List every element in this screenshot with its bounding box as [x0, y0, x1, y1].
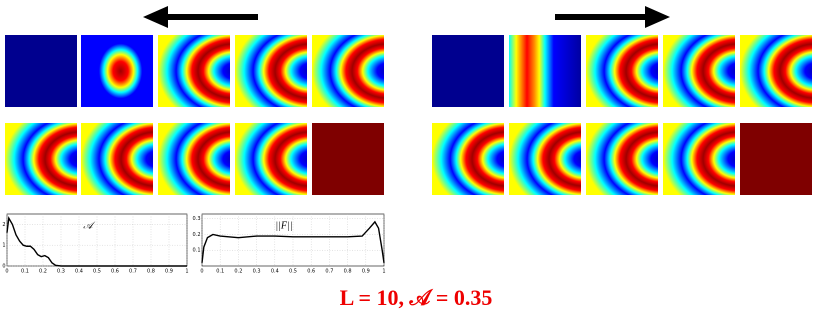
arrow-left	[143, 6, 258, 28]
line-chart: 0 0.1 0.2 0.3 0.4 0.5 0.6 0.7 0.8 0.9 1 0.1 0.2 0.3 ||…	[193, 213, 386, 275]
x-tick-label: 0.9	[362, 269, 370, 275]
x-tick-label: 0.5	[93, 269, 101, 275]
image-panel	[740, 123, 812, 195]
caption: L = 10, 𝒜 = 0.35	[340, 285, 493, 310]
data-line	[201, 220, 385, 263]
x-tick-label: 0.3	[253, 269, 261, 275]
x-tick-label: 0	[5, 269, 8, 275]
x-tick-label: 0.2	[39, 269, 47, 275]
image-panel	[158, 123, 230, 195]
x-tick-label: 0.7	[129, 269, 137, 275]
image-panel	[663, 35, 735, 107]
y-tick-label: 0	[2, 264, 5, 270]
x-tick-label: 0.4	[75, 269, 83, 275]
x-tick-label: 0.3	[57, 269, 65, 275]
x-tick-label: 1	[382, 269, 385, 275]
y-tick-label: 0.1	[193, 248, 201, 254]
x-tick-label: 0.5	[289, 269, 297, 275]
x-tick-label: 0.8	[344, 269, 352, 275]
image-panel	[312, 123, 384, 195]
image-panel	[509, 35, 581, 107]
y-tick-label: 0.3	[193, 216, 201, 222]
image-panel	[5, 35, 77, 107]
x-tick-label: 0.1	[216, 269, 224, 275]
x-tick-label: 0.9	[165, 269, 173, 275]
image-panel	[586, 123, 658, 195]
x-tick-label: 0.8	[147, 269, 155, 275]
plot-title: 𝒜	[83, 220, 96, 231]
image-panel	[81, 123, 153, 195]
x-tick-label: 0.6	[111, 269, 119, 275]
image-panel	[432, 123, 504, 195]
line-chart: 0 0.1 0.2 0.3 0.4 0.5 0.6 0.7 0.8 0.9 1 0 1 2 𝒜	[2, 213, 189, 275]
x-tick-label: 0.6	[307, 269, 315, 275]
image-panel	[158, 35, 230, 107]
x-tick-label: 0.7	[325, 269, 333, 275]
image-panel	[740, 35, 812, 107]
image-panel	[586, 35, 658, 107]
x-tick-label: 1	[185, 269, 188, 275]
x-tick-label: 0.2	[234, 269, 242, 275]
y-tick-label: 1	[2, 243, 5, 249]
x-tick-label: 0.4	[271, 269, 279, 275]
image-panel	[5, 123, 77, 195]
y-tick-label: 0.2	[193, 232, 201, 238]
image-panel	[509, 123, 581, 195]
image-panel	[235, 123, 307, 195]
arrow-right	[555, 6, 670, 28]
image-panel	[312, 35, 384, 107]
data-line	[6, 215, 187, 267]
image-panel	[81, 35, 153, 107]
image-panel	[432, 35, 504, 107]
y-tick-label: 2	[2, 222, 5, 228]
image-panel	[235, 35, 307, 107]
x-tick-label: 0.1	[21, 269, 29, 275]
x-tick-label: 0	[200, 269, 203, 275]
image-panel	[663, 123, 735, 195]
plot-title: ||F||	[275, 220, 292, 231]
